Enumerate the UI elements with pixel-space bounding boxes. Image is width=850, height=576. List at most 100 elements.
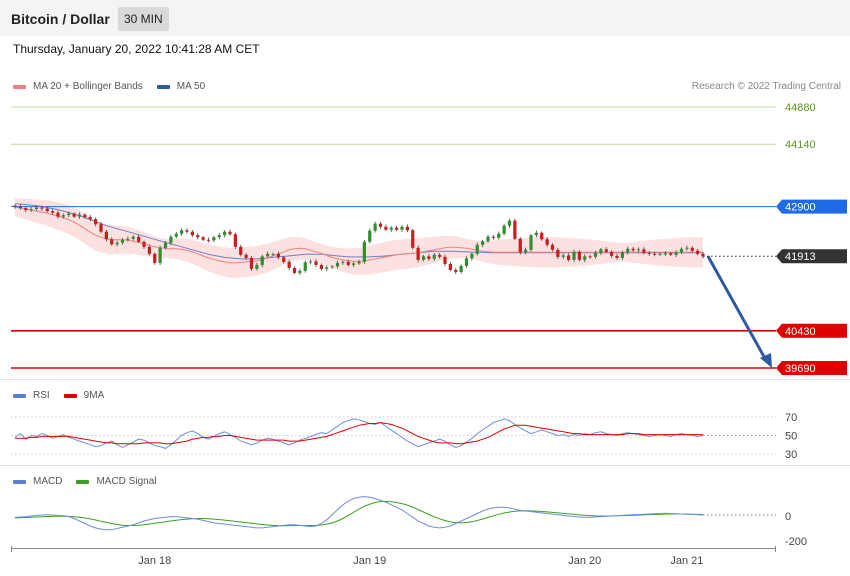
candle-body (432, 254, 436, 259)
candle-body (443, 256, 447, 264)
time-tick-label: Jan 21 (670, 555, 703, 567)
rsi-legend-label: RSI (33, 390, 50, 401)
rsi-tick-50: 50 (785, 431, 797, 443)
candle-body (540, 232, 544, 240)
candle-body (550, 244, 555, 250)
rsi-swatch (13, 393, 26, 398)
candle-body (534, 232, 538, 236)
rsi-ma-line (15, 422, 703, 445)
candle-body (502, 225, 506, 234)
candle-body (642, 249, 646, 253)
candle-body (94, 219, 98, 225)
candle-body (513, 220, 517, 239)
timeframe-button[interactable]: 30 MIN (118, 7, 169, 31)
candle-body (260, 256, 264, 265)
candle-body (411, 230, 415, 248)
candle-body (663, 253, 667, 255)
candle-body (239, 246, 243, 255)
level-label-44880: 44880 (785, 102, 816, 114)
candle-body (325, 267, 329, 269)
macd-tick--200: -200 (785, 536, 807, 548)
candle-body (212, 237, 216, 241)
rsi-tick-70: 70 (785, 412, 797, 424)
candle-body (470, 253, 474, 259)
macd-tick-0: 0 (785, 511, 791, 523)
rsi-ma-legend-label: 9MA (83, 390, 105, 401)
candle-body (669, 253, 673, 255)
level-label-39690: 39690 (785, 363, 816, 375)
candle-body (556, 249, 560, 257)
current-price-label: 41913 (785, 251, 816, 263)
candle-body (459, 265, 463, 272)
candle-body (529, 235, 533, 250)
candle-body (137, 236, 141, 242)
candle-body (389, 227, 393, 230)
rsi-panel: 70 50 30 (11, 412, 797, 461)
candle-body (583, 256, 587, 260)
candle-body (610, 251, 614, 256)
candle-body (142, 241, 146, 247)
chart-header: Bitcoin / Dollar 30 MIN (0, 0, 850, 36)
candle-body (233, 234, 237, 247)
current-price-tag (776, 249, 847, 264)
candle-body (378, 223, 383, 227)
candle-body (524, 249, 528, 253)
candle-body (346, 261, 350, 265)
bollinger-band (15, 198, 703, 278)
candle-body (636, 249, 641, 251)
candle-body (67, 213, 71, 216)
candle-body (481, 241, 485, 245)
candle-body (421, 256, 426, 260)
candle-body (475, 244, 479, 254)
candle-body (201, 237, 205, 240)
candle-body (282, 257, 286, 262)
macd-panel: 0 -200 (14, 496, 807, 548)
candle-body (615, 255, 619, 258)
candle-body (13, 205, 17, 207)
price-legend: MA 20 + Bollinger Bands MA 50 (13, 81, 219, 92)
candle-body (61, 215, 65, 217)
candle-body (126, 238, 130, 240)
candle-body (352, 263, 356, 265)
candle-body (395, 227, 399, 230)
candle-body (696, 250, 700, 254)
candle-body (335, 262, 340, 267)
timestamp: Thursday, January 20, 2022 10:41:28 AM C… (13, 42, 260, 56)
candle-body (604, 249, 608, 252)
candle-body (298, 270, 302, 273)
candle-body (110, 239, 114, 245)
candle-body (309, 261, 313, 263)
candle-body (400, 226, 404, 230)
ma50-legend-label: MA 50 (176, 81, 206, 92)
candle-body (497, 233, 501, 238)
candle-body (658, 253, 662, 255)
candle-body (190, 231, 194, 236)
candle-body (368, 230, 372, 242)
candle-body (593, 252, 598, 257)
rsi-ma-swatch (63, 393, 77, 398)
candle-body (384, 226, 388, 230)
candle-body (34, 207, 39, 210)
candle-body (416, 247, 420, 260)
candle-body (120, 239, 125, 243)
level-label-40430: 40430 (785, 326, 816, 338)
candle-body (287, 261, 291, 268)
candle-body (518, 238, 522, 253)
candle-body (341, 261, 345, 263)
ma50-swatch (156, 84, 170, 89)
rsi-legend: RSI 9MA (13, 390, 118, 401)
candle-body (674, 252, 678, 255)
candle-body (77, 214, 82, 217)
candle-body (29, 209, 33, 211)
candle-body (319, 264, 323, 269)
candle-body (158, 247, 162, 263)
candle-body (104, 231, 108, 240)
candle-body (244, 254, 248, 258)
candle-body (217, 235, 221, 238)
rsi-tick-30: 30 (785, 449, 797, 461)
candle-body (685, 247, 689, 249)
candle-body (701, 253, 705, 257)
candle-body (303, 262, 307, 271)
candle-body (249, 257, 254, 269)
